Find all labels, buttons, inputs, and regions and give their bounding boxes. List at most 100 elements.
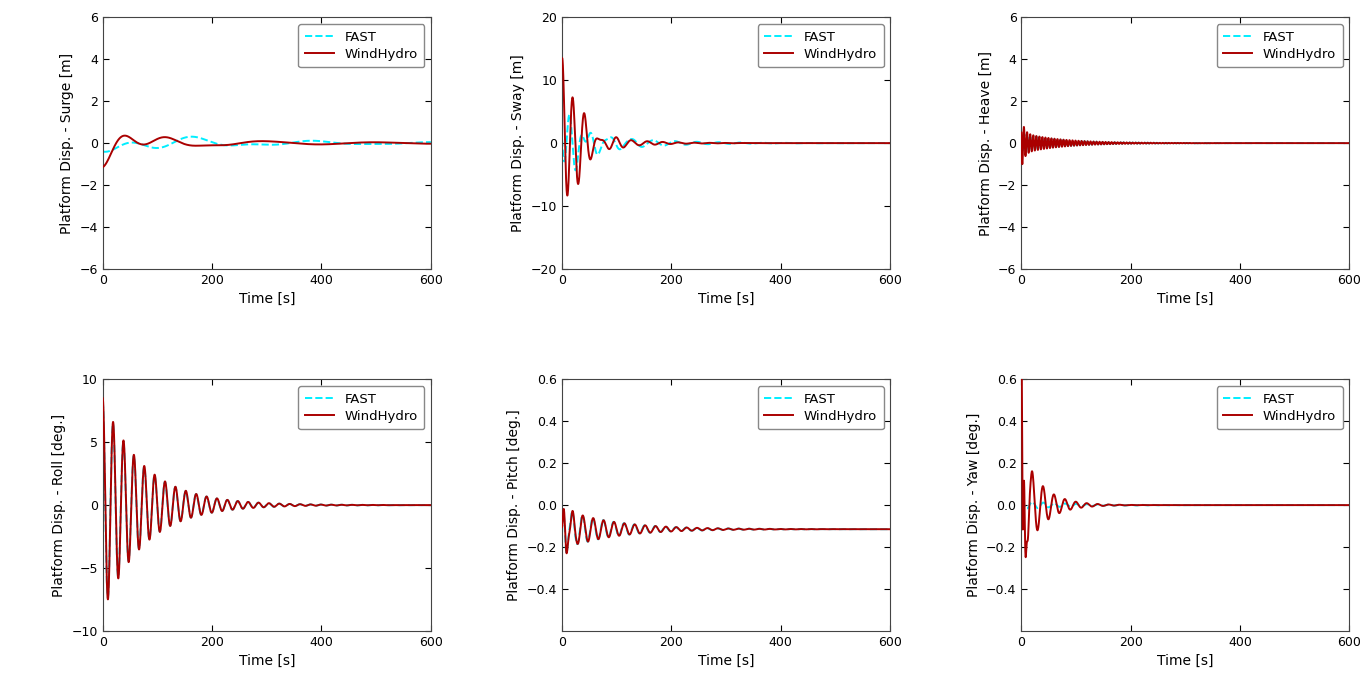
WindHydro xyxy=(218,496,234,505)
WindHydro xyxy=(1089,140,1106,148)
WindHydro xyxy=(422,501,438,510)
FAST xyxy=(1014,497,1030,505)
Line: FAST: FAST xyxy=(562,114,890,170)
FAST xyxy=(882,525,899,533)
Line: WindHydro: WindHydro xyxy=(1022,330,1349,557)
WindHydro xyxy=(1014,326,1030,335)
WindHydro xyxy=(1091,137,1107,146)
FAST xyxy=(1018,505,1034,513)
WindHydro xyxy=(555,505,571,513)
FAST xyxy=(880,139,896,147)
Y-axis label: Platform Disp. - Yaw [deg.]: Platform Disp. - Yaw [deg.] xyxy=(967,413,981,597)
WindHydro xyxy=(422,139,438,148)
WindHydro xyxy=(1160,139,1177,147)
FAST xyxy=(633,143,649,151)
FAST xyxy=(421,138,437,146)
Line: WindHydro: WindHydro xyxy=(562,509,890,553)
FAST xyxy=(678,141,695,149)
WindHydro xyxy=(95,163,111,171)
WindHydro xyxy=(559,549,575,558)
FAST xyxy=(564,507,581,516)
WindHydro xyxy=(880,525,896,533)
X-axis label: Time [s]: Time [s] xyxy=(238,292,295,306)
Legend: FAST, WindHydro: FAST, WindHydro xyxy=(758,24,884,67)
FAST xyxy=(678,523,695,532)
WindHydro xyxy=(1137,501,1154,510)
WindHydro xyxy=(880,139,896,147)
Line: WindHydro: WindHydro xyxy=(1022,127,1349,164)
WindHydro xyxy=(171,510,188,518)
Line: FAST: FAST xyxy=(103,401,430,597)
WindHydro xyxy=(1160,501,1177,510)
FAST xyxy=(559,549,575,558)
FAST xyxy=(1093,501,1110,510)
X-axis label: Time [s]: Time [s] xyxy=(1158,654,1214,668)
FAST xyxy=(218,141,234,150)
WindHydro xyxy=(559,192,575,200)
WindHydro xyxy=(678,523,695,532)
WindHydro xyxy=(553,54,570,63)
FAST xyxy=(1091,500,1107,509)
WindHydro xyxy=(1093,140,1110,148)
WindHydro xyxy=(173,139,189,147)
WindHydro xyxy=(882,525,899,533)
Line: FAST: FAST xyxy=(1022,134,1349,152)
WindHydro xyxy=(116,132,133,140)
X-axis label: Time [s]: Time [s] xyxy=(697,654,755,668)
FAST xyxy=(218,496,234,505)
FAST xyxy=(630,528,647,537)
FAST xyxy=(562,110,578,118)
X-axis label: Time [s]: Time [s] xyxy=(238,654,295,668)
WindHydro xyxy=(174,139,190,148)
WindHydro xyxy=(633,140,649,148)
WindHydro xyxy=(218,141,234,149)
X-axis label: Time [s]: Time [s] xyxy=(1158,292,1214,306)
Legend: FAST, WindHydro: FAST, WindHydro xyxy=(758,386,884,429)
WindHydro xyxy=(630,141,647,149)
WindHydro xyxy=(1091,500,1107,509)
FAST xyxy=(701,140,718,148)
FAST xyxy=(171,510,188,519)
FAST xyxy=(97,148,114,156)
WindHydro xyxy=(1014,128,1030,137)
WindHydro xyxy=(241,499,258,507)
FAST xyxy=(880,525,896,533)
FAST xyxy=(1089,139,1106,148)
FAST xyxy=(173,516,189,525)
FAST xyxy=(1338,139,1355,147)
WindHydro xyxy=(100,595,116,604)
Y-axis label: Platform Disp. - Surge [m]: Platform Disp. - Surge [m] xyxy=(60,52,74,233)
FAST xyxy=(1160,501,1177,510)
Legend: FAST, WindHydro: FAST, WindHydro xyxy=(299,24,425,67)
FAST xyxy=(1341,501,1358,510)
WindHydro xyxy=(1338,139,1355,147)
FAST xyxy=(100,593,116,602)
WindHydro xyxy=(553,54,570,62)
FAST xyxy=(882,139,899,147)
Legend: FAST, WindHydro: FAST, WindHydro xyxy=(299,386,425,429)
WindHydro xyxy=(1341,501,1358,510)
WindHydro xyxy=(701,139,718,147)
Legend: FAST, WindHydro: FAST, WindHydro xyxy=(1217,386,1343,429)
FAST xyxy=(174,135,190,143)
WindHydro xyxy=(1014,160,1030,169)
WindHydro xyxy=(633,527,649,535)
FAST xyxy=(633,526,649,535)
WindHydro xyxy=(1137,139,1154,147)
WindHydro xyxy=(632,529,648,537)
WindHydro xyxy=(1018,553,1034,561)
WindHydro xyxy=(632,141,648,149)
FAST xyxy=(567,166,584,174)
Y-axis label: Platform Disp. - Pitch [deg.]: Platform Disp. - Pitch [deg.] xyxy=(507,409,521,601)
FAST xyxy=(421,501,437,510)
FAST xyxy=(630,141,647,149)
FAST xyxy=(241,499,258,507)
FAST xyxy=(1341,139,1358,147)
WindHydro xyxy=(1341,139,1358,147)
Legend: FAST, WindHydro: FAST, WindHydro xyxy=(1217,24,1343,67)
Y-axis label: Platform Disp. - Heave [m]: Platform Disp. - Heave [m] xyxy=(978,51,993,236)
WindHydro xyxy=(241,137,258,146)
WindHydro xyxy=(630,528,647,536)
WindHydro xyxy=(421,501,437,510)
FAST xyxy=(1014,130,1030,138)
